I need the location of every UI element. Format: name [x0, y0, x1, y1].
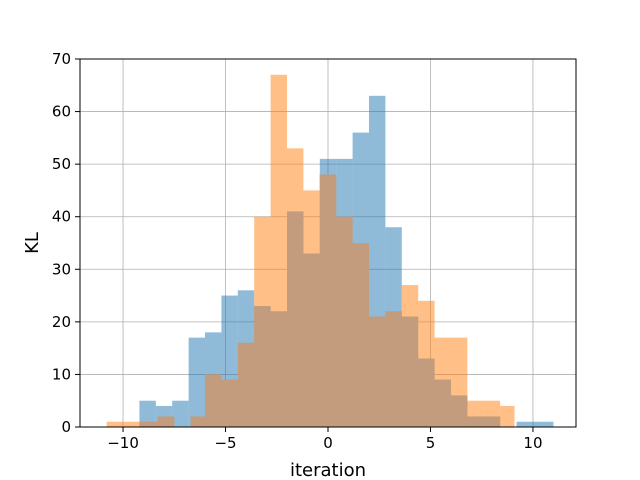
overlap-bar-18 [401, 316, 419, 427]
series-0-bar-23 [516, 421, 533, 427]
x-tick-label-3: 5 [426, 434, 436, 452]
x-tick-label-2: 0 [323, 434, 333, 452]
series-1-bar-23 [500, 405, 515, 427]
y-tick-label-7: 70 [52, 50, 71, 68]
series-0-bar-3 [188, 337, 206, 427]
overlap-bar-2 [155, 421, 158, 427]
y-tick-label-3: 30 [52, 260, 71, 278]
y-tick-label-1: 10 [52, 365, 71, 383]
overlap-bar-17 [385, 311, 402, 427]
overlap-bar-12 [303, 253, 320, 427]
y-tick-label-0: 0 [61, 418, 71, 436]
overlap-bar-9 [254, 306, 271, 427]
overlap-bar-7 [221, 379, 238, 427]
series-0-bar-2 [172, 400, 189, 427]
overlap-bar-14 [336, 216, 353, 427]
y-tick-label-4: 40 [52, 208, 71, 226]
y-tick-label-2: 20 [52, 313, 71, 331]
overlap-bar-4 [172, 416, 175, 427]
y-axis-label: KL [22, 232, 43, 254]
overlap-bar-16 [368, 316, 386, 427]
overlap-bar-0 [139, 421, 142, 427]
overlap-bar-19 [418, 358, 435, 427]
series-1-bar-0 [106, 421, 142, 427]
x-tick-label-4: 10 [523, 434, 542, 452]
overlap-bar-11 [287, 211, 304, 427]
overlap-bar-15 [352, 243, 369, 427]
overlap-bars [139, 174, 501, 427]
axis-ticks: −10 −5 0 5 10 0 10 20 30 40 50 60 70 [52, 50, 543, 452]
overlap-bar-22 [467, 416, 484, 427]
overlap-bar-10 [270, 311, 288, 427]
overlap-bar-23 [483, 416, 501, 427]
x-tick-label-0: −10 [107, 434, 139, 452]
overlap-bar-21 [450, 395, 468, 427]
x-tick-label-1: −5 [214, 434, 236, 452]
overlap-bar-20 [434, 379, 451, 427]
overlap-bar-6 [205, 374, 222, 427]
x-axis-label: iteration [290, 460, 366, 480]
y-tick-label-6: 60 [52, 103, 71, 121]
y-tick-label-5: 50 [52, 155, 71, 173]
series-0-bar-0 [139, 400, 156, 427]
series-0-bar-24 [532, 421, 554, 427]
overlap-bar-13 [319, 174, 337, 427]
overlap-bar-3 [157, 416, 173, 427]
overlap-bar-8 [237, 342, 255, 427]
overlap-bar-1 [141, 421, 156, 427]
overlap-bar-5 [190, 416, 206, 427]
